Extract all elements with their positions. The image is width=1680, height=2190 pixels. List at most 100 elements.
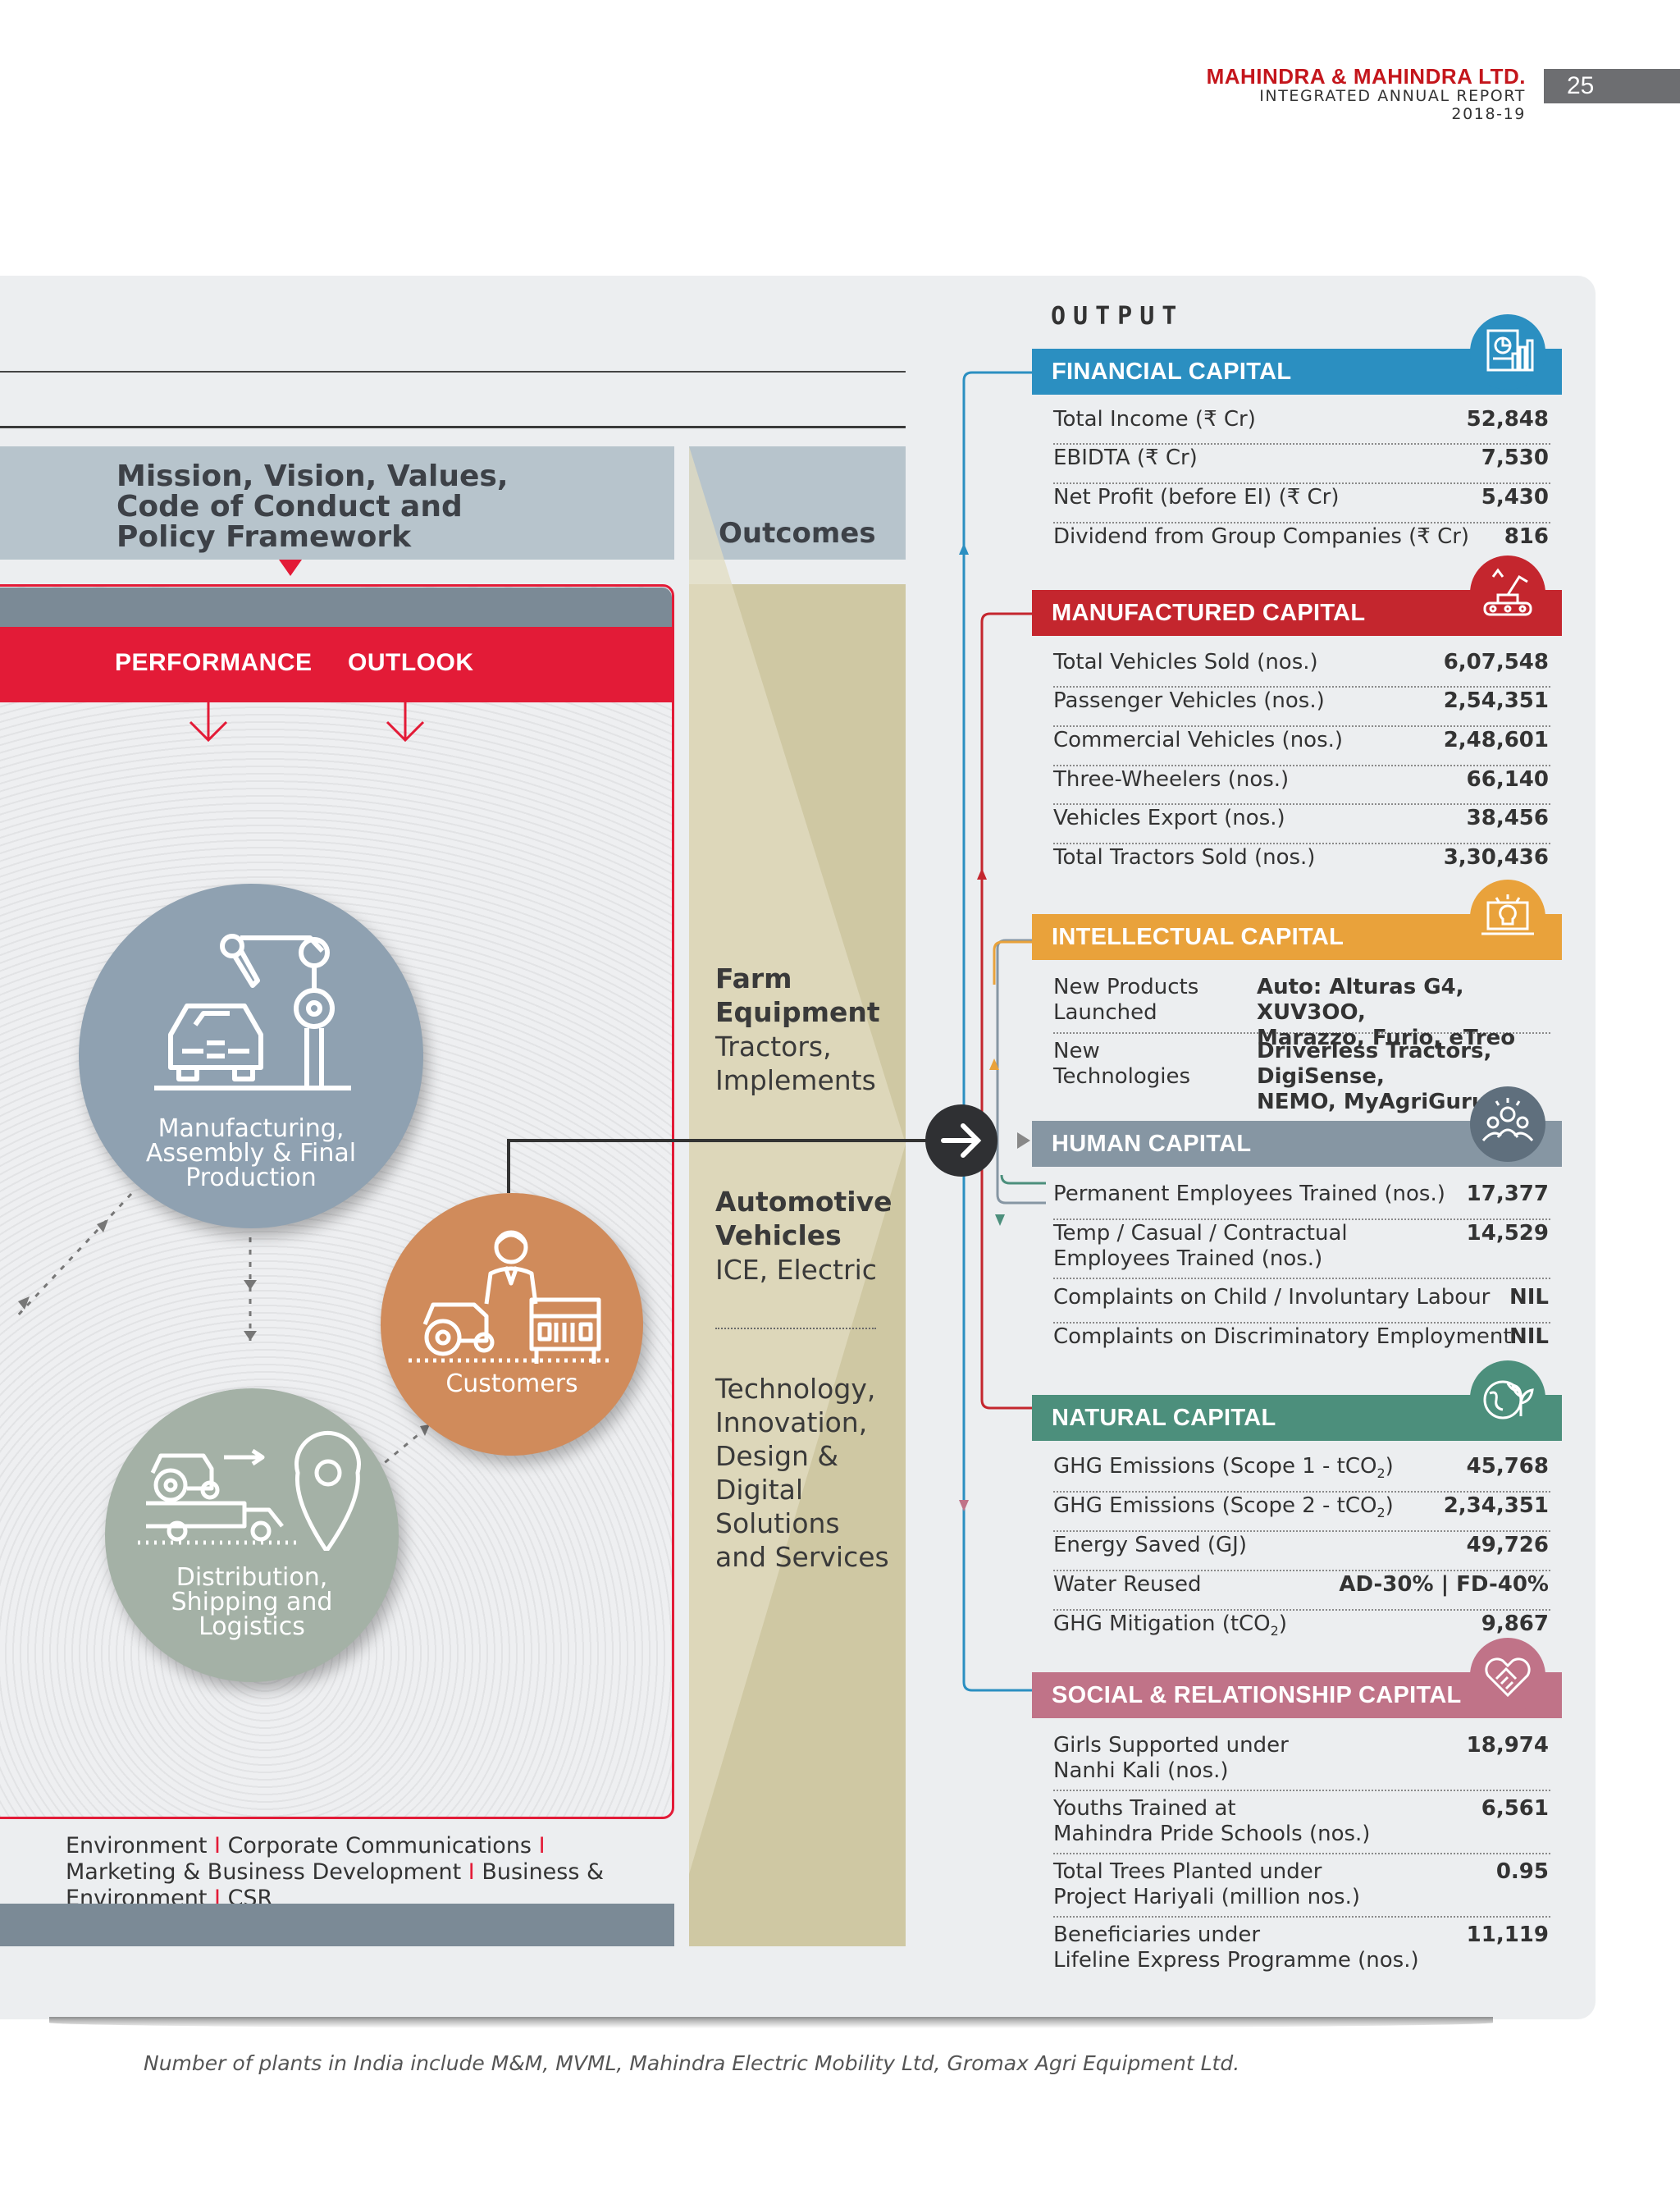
row-label: GHG Mitigation (tCO2) — [1053, 1612, 1550, 1644]
outlook-arrow-icon — [386, 701, 425, 743]
tech-line-4: Digital — [715, 1474, 804, 1506]
row-label: Dividend from Group Companies (₹ Cr) — [1053, 524, 1470, 549]
human-row: Permanent Employees Trained (nos.) 17,377 — [1053, 1182, 1550, 1220]
row-label-line-1: Youths Trained at — [1053, 1796, 1236, 1821]
separator: I — [214, 1833, 221, 1859]
manufacturing-line-3: Production — [185, 1164, 317, 1192]
row-label-text: GHG Emissions (Scope 1 - tCO — [1053, 1454, 1377, 1479]
row-label: New Technologies — [1053, 1039, 1258, 1090]
distribution-line-1: Distribution, — [176, 1563, 328, 1592]
automotive-detail: ICE, Electric — [715, 1254, 877, 1286]
divider-line-bottom — [0, 426, 906, 428]
outcomes-funnel — [689, 446, 906, 1874]
company-name: MAHINDRA & MAHINDRA LTD. — [1206, 64, 1526, 89]
row-label-subscript: 2 — [1376, 1465, 1386, 1482]
manufactured-row: Vehicles Export (nos.) 38,456 — [1053, 806, 1550, 844]
row-value: 49,726 — [1466, 1533, 1549, 1557]
row-value: 9,867 — [1481, 1612, 1549, 1636]
row-label: Beneficiaries under Lifeline Express Prog… — [1053, 1923, 1550, 1973]
farm-detail-line-2: Implements — [715, 1064, 876, 1096]
separator: I — [468, 1859, 475, 1885]
handshake-icon — [1470, 1638, 1545, 1713]
automotive-heading-line-1: Automotive — [715, 1186, 892, 1218]
row-value: AD-30% | FD-40% — [1339, 1572, 1549, 1597]
automotive-heading: Automotive Vehicles — [715, 1185, 892, 1252]
customers-circle: Customers — [381, 1193, 643, 1456]
financial-row: Net Profit (before EI) (₹ Cr) 5,430 — [1053, 485, 1550, 523]
people-group-icon — [1470, 1086, 1545, 1162]
financial-chart-icon — [1470, 314, 1545, 390]
row-value: NIL — [1509, 1324, 1549, 1349]
down-arrows — [189, 701, 425, 743]
row-label: Commercial Vehicles (nos.) — [1053, 728, 1344, 752]
manufactured-row: Total Vehicles Sold (nos.) 6,07,548 — [1053, 650, 1550, 688]
row-label: Vehicles Export (nos.) — [1053, 806, 1285, 830]
row-label: GHG Emissions (Scope 1 - tCO2) — [1053, 1454, 1550, 1486]
row-label: Youths Trained at Mahindra Pride Schools … — [1053, 1796, 1550, 1847]
row-value: 2,54,351 — [1443, 688, 1549, 713]
farm-equipment-heading: Farm Equipment — [715, 962, 880, 1029]
automotive-heading-line-2: Vehicles — [715, 1219, 842, 1251]
social-row: Youths Trained at Mahindra Pride Schools … — [1053, 1796, 1550, 1854]
mission-line-2: Code of Conduct and — [116, 490, 463, 523]
distribution-label: Distribution, Shipping and Logistics — [121, 1566, 382, 1639]
manufactured-row: Three-Wheelers (nos.) 66,140 — [1053, 767, 1550, 805]
row-label-tail: ) — [1385, 1493, 1394, 1518]
row-label: Temp / Casual / Contractual Employees Tra… — [1053, 1221, 1550, 1272]
natural-row: GHG Mitigation (tCO2) 9,867 — [1053, 1612, 1550, 1644]
tech-line-1: Technology, — [715, 1373, 876, 1405]
function-environment: Environment — [66, 1833, 208, 1859]
manufacturing-line-2: Assembly & Final — [145, 1139, 357, 1168]
row-label: Permanent Employees Trained (nos.) — [1053, 1182, 1445, 1206]
row-label: Total Trees Planted under Project Hariyal… — [1053, 1859, 1550, 1910]
row-label-line-2: Launched — [1053, 1000, 1157, 1025]
page-number: 25 — [1544, 69, 1680, 103]
row-label: Passenger Vehicles (nos.) — [1053, 688, 1325, 713]
output-connectors — [507, 371, 1046, 1692]
row-label-line-1: New — [1053, 1039, 1100, 1063]
row-label-line-1: Beneficiaries under — [1053, 1923, 1261, 1947]
factory-robot-icon — [1470, 556, 1545, 631]
customers-label: Customers — [445, 1369, 578, 1398]
intellectual-row: New Products Launched Auto: Alturas G4, X… — [1053, 975, 1550, 1050]
row-value: 6,07,548 — [1443, 650, 1549, 674]
row-label: Girls Supported under Nanhi Kali (nos.) — [1053, 1733, 1550, 1784]
divider-line-top — [0, 371, 906, 373]
manufacturing-label: Manufacturing, Assembly & Final Producti… — [95, 1117, 407, 1191]
panel-shadow — [49, 2017, 1493, 2028]
tech-line-3: Design & — [715, 1440, 839, 1472]
intellectual-row: New Technologies Driverless Tractors, Dig… — [1053, 1039, 1550, 1114]
farm-heading-line-1: Farm — [715, 962, 792, 994]
row-value: 66,140 — [1466, 767, 1549, 792]
row-label-subscript: 2 — [1270, 1623, 1279, 1639]
row-value: 2,48,601 — [1443, 728, 1549, 752]
row-label: New Products Launched — [1053, 975, 1258, 1026]
row-value: 52,848 — [1466, 407, 1549, 432]
row-label-line-2: Mahindra Pride Schools (nos.) — [1053, 1822, 1371, 1846]
mission-down-arrow-icon — [279, 560, 302, 576]
natural-row: GHG Emissions (Scope 1 - tCO2) 45,768 — [1053, 1454, 1550, 1493]
outlook-label: OUTLOOK — [348, 649, 474, 676]
row-value: 6,561 — [1481, 1796, 1549, 1821]
function-business-development: Business Development — [207, 1859, 462, 1885]
performance-arrow-icon — [189, 701, 228, 743]
manufactured-row: Total Tractors Sold (nos.) 3,30,436 — [1053, 845, 1550, 878]
separator: I — [538, 1833, 546, 1859]
row-label-subscript: 2 — [1376, 1505, 1386, 1521]
row-value: Auto: Alturas G4, XUV3OO, Marazzo, Furio,… — [1257, 975, 1550, 1051]
row-label: Energy Saved (GJ) — [1053, 1533, 1247, 1557]
mission-line-3: Policy Framework — [116, 520, 412, 554]
human-row: Temp / Casual / Contractual Employees Tra… — [1053, 1221, 1550, 1279]
row-label: Complaints on Child / Involuntary Labour — [1053, 1285, 1491, 1310]
row-value: 2,34,351 — [1443, 1493, 1549, 1518]
row-label-line-1: Girls Supported under — [1053, 1733, 1289, 1758]
row-label-line-2: Lifeline Express Programme (nos.) — [1053, 1948, 1419, 1973]
outcomes-title: Outcomes — [719, 517, 876, 550]
globe-leaf-icon — [1470, 1360, 1545, 1436]
outcomes-divider — [715, 1328, 876, 1329]
financial-row: EBIDTA (₹ Cr) 7,530 — [1053, 446, 1550, 484]
financial-row: Dividend from Group Companies (₹ Cr) 816 — [1053, 524, 1550, 557]
manufactured-row: Commercial Vehicles (nos.) 2,48,601 — [1053, 728, 1550, 766]
technology-services: Technology, Innovation, Design & Digital… — [715, 1372, 904, 1574]
output-title: OUTPUT — [1051, 302, 1185, 331]
